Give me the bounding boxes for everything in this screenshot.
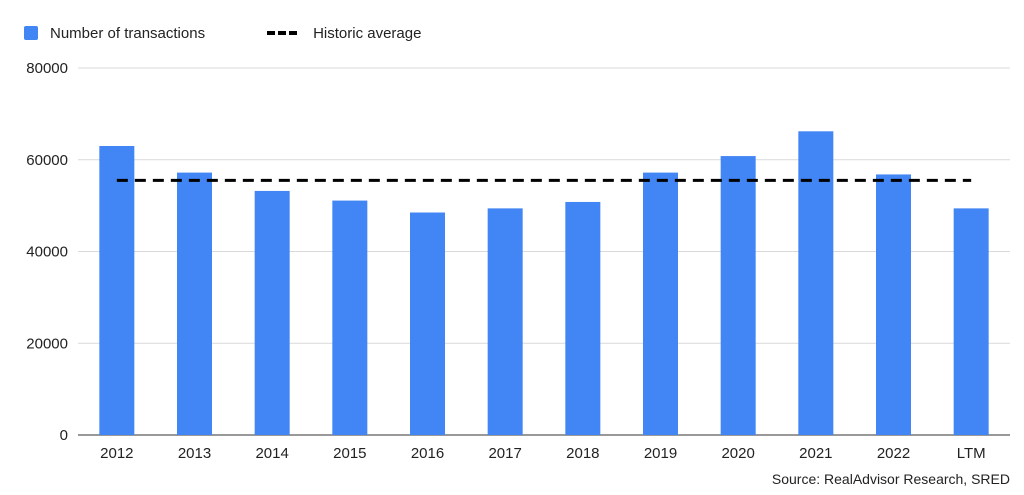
x-tick-label: 2022 <box>877 445 910 462</box>
x-tick-label: 2015 <box>333 445 366 462</box>
y-tick-label: 80000 <box>26 60 68 77</box>
bar <box>487 208 523 435</box>
bar <box>953 208 989 435</box>
legend-item-transactions: Number of transactions <box>24 25 205 42</box>
x-tick-label: 2014 <box>255 445 288 462</box>
bar <box>332 200 368 435</box>
x-tick-label: 2018 <box>566 445 599 462</box>
bar <box>99 145 135 436</box>
y-tick-label: 0 <box>60 427 68 444</box>
bar <box>410 212 445 435</box>
x-tick-label: 2019 <box>644 445 677 462</box>
x-tick-label: LTM <box>957 445 986 462</box>
x-tick-label: 2017 <box>488 445 521 462</box>
legend-swatch-dash <box>267 31 298 35</box>
y-tick-label: 20000 <box>26 335 68 352</box>
legend-swatch-bar <box>24 26 38 40</box>
y-tick-label: 60000 <box>26 152 68 169</box>
bar <box>254 190 290 435</box>
x-tick-label: 2016 <box>411 445 444 462</box>
bar <box>565 201 601 435</box>
legend-item-historic-average: Historic average <box>267 25 421 42</box>
source-note: Source: RealAdvisor Research, SRED <box>771 471 1010 487</box>
legend-label-transactions: Number of transactions <box>50 24 206 42</box>
x-tick-label: 2020 <box>721 445 754 462</box>
bar <box>876 174 911 435</box>
legend-label-historic-average: Historic average <box>313 24 422 42</box>
x-tick-label: 2013 <box>178 445 211 462</box>
x-tick-label: 2012 <box>100 445 133 462</box>
x-tick-label: 2021 <box>799 445 832 462</box>
bar <box>643 172 678 435</box>
y-tick-label: 40000 <box>26 244 68 261</box>
legend: Number of transactions Historic average <box>24 22 483 44</box>
bar <box>798 131 834 435</box>
bar <box>177 172 212 435</box>
bar <box>720 156 756 435</box>
